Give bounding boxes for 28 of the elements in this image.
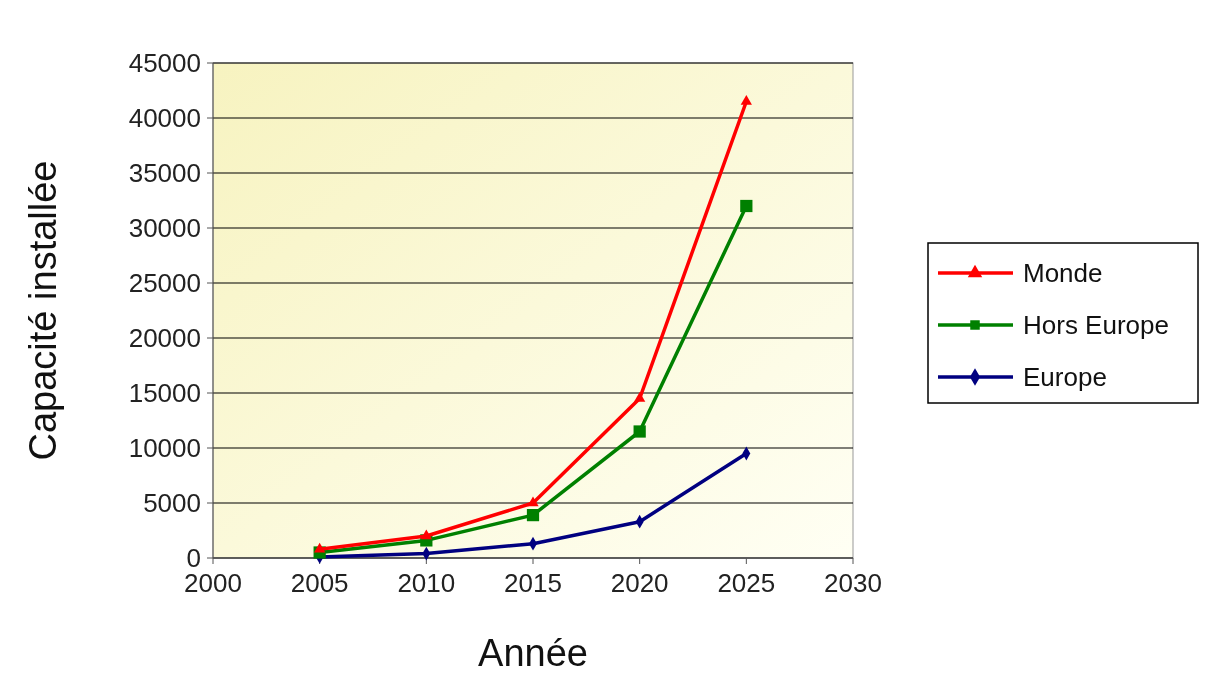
legend-label: Europe: [1023, 362, 1107, 392]
y-tick-label: 30000: [128, 213, 201, 243]
y-tick-label: 40000: [128, 103, 201, 133]
point: [634, 391, 646, 402]
y-tick-label: 35000: [128, 158, 201, 188]
x-tick-label: 2010: [397, 568, 456, 598]
x-tick-label: 2005: [290, 568, 349, 598]
x-tick-label: 2025: [717, 568, 776, 598]
point: [420, 529, 432, 540]
y-tick-label: 10000: [128, 433, 201, 463]
x-axis-title: Année: [478, 632, 588, 674]
point: [526, 508, 540, 522]
legend-label: Monde: [1023, 258, 1103, 288]
point: [314, 542, 326, 553]
point: [740, 94, 752, 105]
y-axis-title: Capacité installée: [22, 160, 64, 461]
x-tick-label: 2020: [610, 568, 669, 598]
y-tick-label: 20000: [128, 323, 201, 353]
point: [633, 425, 646, 438]
x-tick-label: 2015: [504, 568, 562, 598]
y-tick-label: 5000: [143, 488, 201, 518]
y-tick-label: 25000: [128, 268, 201, 298]
y-tick-label: 45000: [128, 48, 201, 78]
y-tick-label: 15000: [128, 378, 201, 408]
point: [740, 199, 753, 213]
legend-label: Hors Europe: [1023, 310, 1169, 340]
x-tick-label: 2030: [824, 568, 882, 598]
point: [527, 496, 539, 507]
